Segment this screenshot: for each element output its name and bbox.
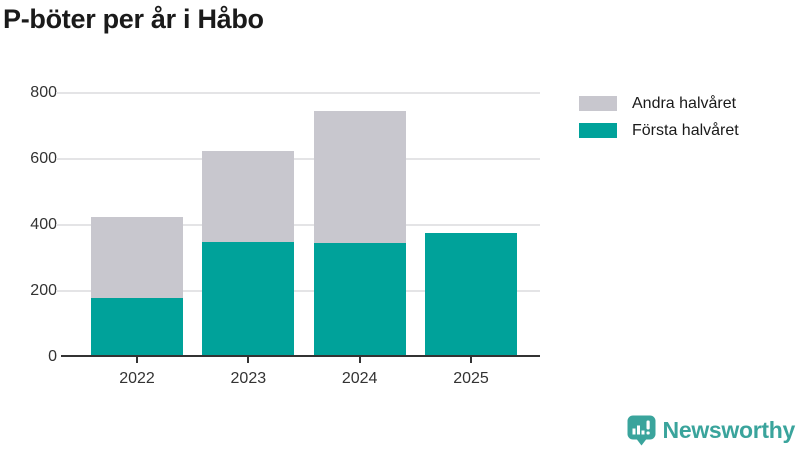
x-axis-tick-2024 xyxy=(358,357,361,363)
gridline-600 xyxy=(56,158,540,160)
x-tick-label-2025: 2025 xyxy=(453,370,489,387)
y-axis-labels: 0 200 400 600 800 xyxy=(0,0,57,450)
legend-swatch-andra-halvaret xyxy=(579,96,617,111)
plot-area: 2022 2023 2024 2025 xyxy=(56,92,540,387)
x-axis-tick-2023 xyxy=(247,357,250,363)
legend-item-forsta-halvaret: Första halvåret xyxy=(579,117,739,144)
y-tick-label-600: 600 xyxy=(30,150,57,167)
bar-2024-andra-halvaret xyxy=(313,111,406,244)
y-tick-label-0: 0 xyxy=(48,348,57,365)
newsworthy-logo-icon xyxy=(627,415,656,446)
legend-item-andra-halvaret: Andra halvåret xyxy=(579,90,739,117)
gridline-800 xyxy=(56,92,540,94)
x-tick-label-2023: 2023 xyxy=(230,370,267,387)
bar-2023-andra-halvaret xyxy=(202,150,295,242)
gridline-400 xyxy=(56,224,540,226)
x-tick-label-2022: 2022 xyxy=(119,370,155,387)
bar-2025-forsta-halvaret xyxy=(424,233,517,357)
x-tick-label-2024: 2024 xyxy=(341,370,378,387)
x-axis-tick-2022 xyxy=(136,357,138,363)
legend-label-andra-halvaret: Andra halvåret xyxy=(632,94,737,112)
bar-2022-andra-halvaret xyxy=(91,216,183,298)
bar-2024-forsta-halvaret xyxy=(313,243,406,357)
y-tick-label-800: 800 xyxy=(30,84,57,101)
gridline-200 xyxy=(56,290,540,292)
bar-2022-forsta-halvaret xyxy=(91,297,183,357)
chart-title: P-böter per år i Håbo xyxy=(3,4,264,34)
legend-label-forsta-halvaret: Första halvåret xyxy=(632,121,739,139)
legend-swatch-forsta-halvaret xyxy=(579,123,617,138)
legend: Andra halvåret Första halvåret xyxy=(579,90,739,144)
x-axis-tick-2025 xyxy=(469,357,472,363)
bar-2023-forsta-halvaret xyxy=(202,241,295,357)
branding: Newsworthy xyxy=(627,415,795,446)
y-tick-label-200: 200 xyxy=(30,282,57,299)
y-tick-label-400: 400 xyxy=(30,216,57,233)
x-axis-line xyxy=(61,355,540,357)
branding-name: Newsworthy xyxy=(662,417,796,443)
